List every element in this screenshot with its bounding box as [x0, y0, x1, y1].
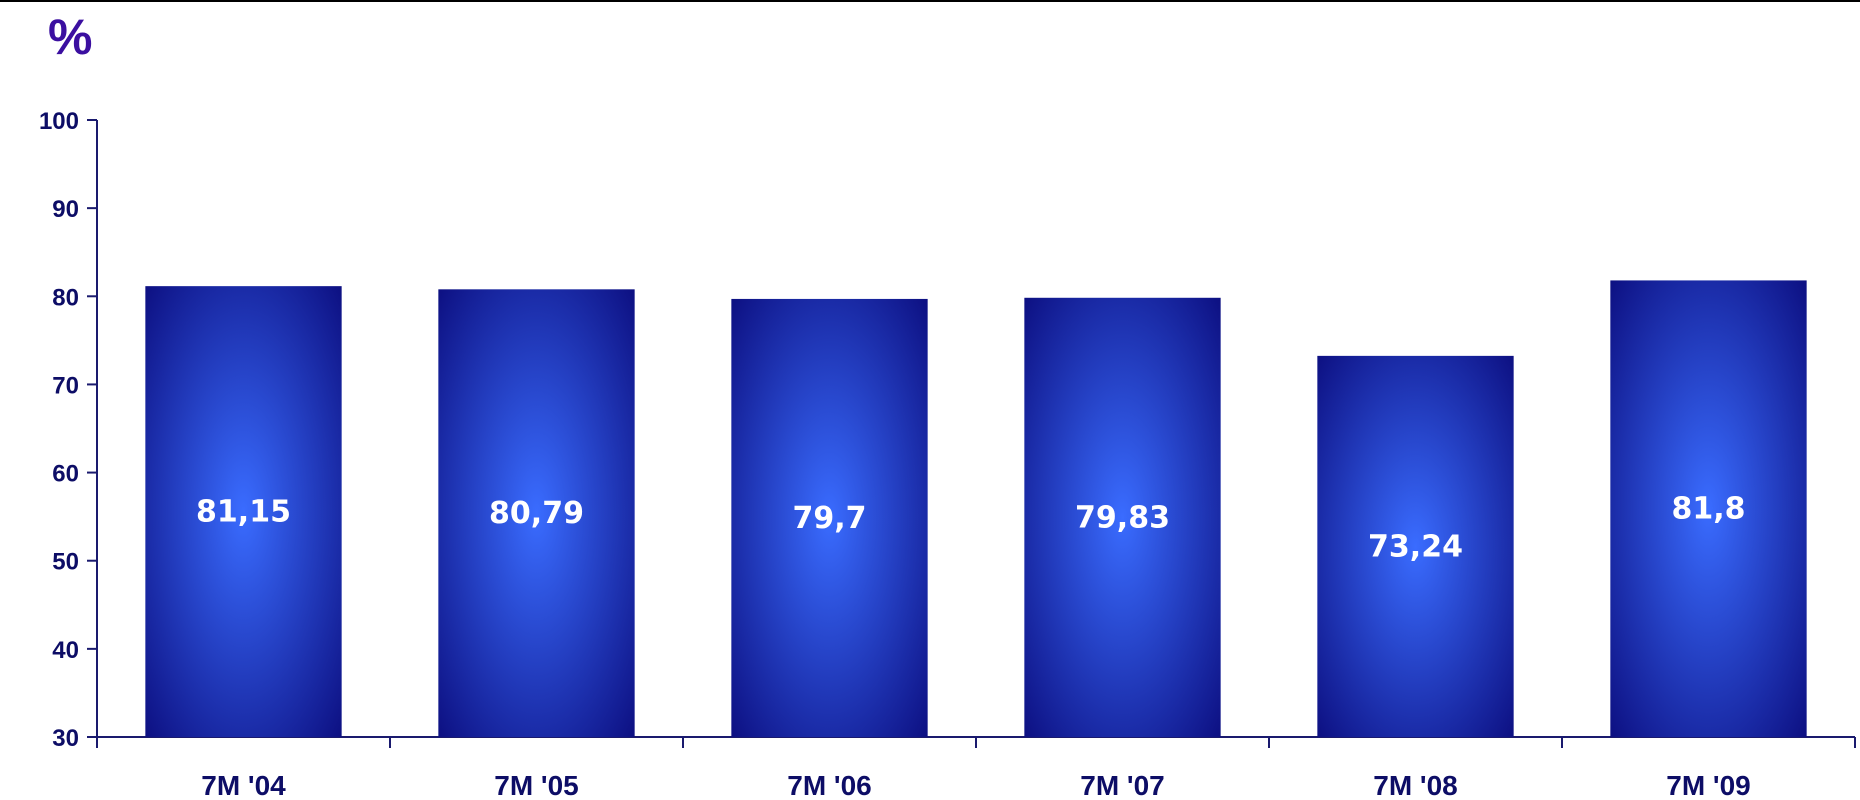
data-label: 81,8 — [1671, 492, 1745, 527]
data-label: 80,79 — [489, 496, 584, 531]
bar — [1317, 355, 1514, 737]
category-label: 7M '07 — [1080, 770, 1164, 800]
category-label: 7M '04 — [201, 770, 286, 800]
data-label: 79,83 — [1075, 500, 1170, 535]
bars — [145, 280, 1807, 737]
y-tick-label: 70 — [52, 372, 79, 399]
bar — [438, 289, 635, 737]
category-label: 7M '09 — [1666, 770, 1750, 800]
axes — [87, 119, 1856, 748]
category-label: 7M '08 — [1373, 770, 1457, 800]
data-label: 81,15 — [196, 495, 291, 530]
category-label: 7M '06 — [787, 770, 871, 800]
y-axis-unit-label: % — [48, 9, 93, 65]
bar — [1024, 297, 1221, 737]
top-border — [0, 0, 1860, 2]
y-tick-label: 80 — [52, 284, 79, 311]
y-tick-label: 50 — [52, 549, 79, 576]
y-tick-label: 90 — [52, 196, 79, 223]
bar — [145, 286, 342, 737]
category-label: 7M '05 — [494, 770, 578, 800]
y-tick-label: 100 — [39, 108, 79, 135]
data-label: 79,7 — [792, 501, 866, 536]
bar — [1610, 280, 1807, 737]
data-label: 73,24 — [1368, 529, 1463, 564]
y-tick-label: 40 — [52, 637, 79, 664]
y-tick-label: 30 — [52, 725, 79, 752]
labels: 30 40 50 60 70 80 90 100 81,15 7M '04 80,79 7M '05 7… — [39, 108, 1751, 800]
y-tick-label: 60 — [52, 461, 79, 488]
bar — [731, 298, 928, 737]
